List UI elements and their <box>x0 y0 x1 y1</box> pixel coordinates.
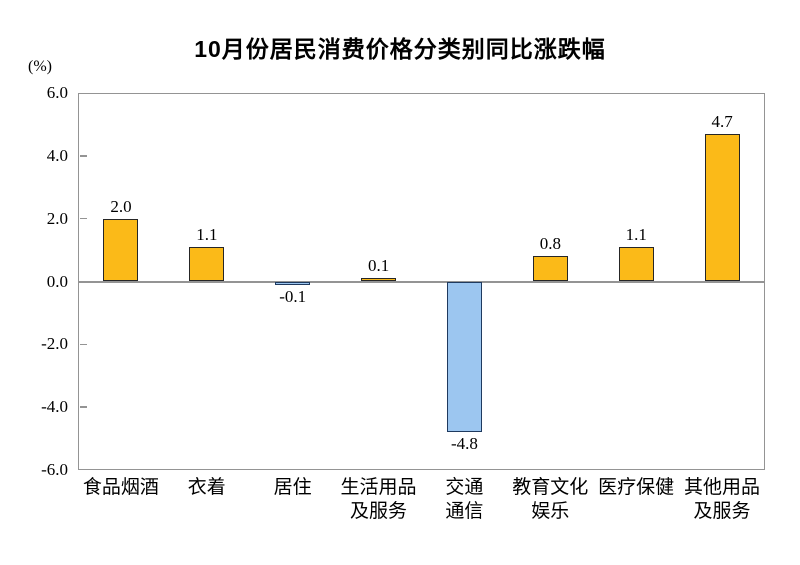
chart-title: 10月份居民消费价格分类别同比涨跌幅 <box>194 36 606 62</box>
bar-3 <box>275 281 311 285</box>
bar-8 <box>704 133 740 282</box>
y-tick-mark <box>79 155 87 157</box>
zero-axis-line <box>78 280 765 283</box>
y-tick-label: 0.0 <box>46 271 68 291</box>
bar-value-label: -0.1 <box>279 286 307 306</box>
category-label: 食品烟酒 <box>82 477 159 498</box>
bar-7 <box>618 246 654 282</box>
category-label: 衣着 <box>187 477 226 498</box>
bar-value-label: 0.8 <box>539 234 561 254</box>
category-label: 生活用品 及服务 <box>340 477 417 522</box>
bar-4 <box>361 278 397 282</box>
bar-value-label: 1.1 <box>625 224 647 244</box>
bar-value-label: -4.8 <box>450 434 478 454</box>
y-tick-label: -2.0 <box>41 334 68 354</box>
category-label: 居住 <box>273 477 312 498</box>
y-tick-label: 4.0 <box>46 145 68 165</box>
y-axis-unit-label: (%) <box>28 58 52 75</box>
bar-1 <box>103 218 139 282</box>
bar-value-label: 4.7 <box>711 111 733 131</box>
y-tick-mark <box>79 343 87 346</box>
category-label: 交通 通信 <box>445 477 484 522</box>
y-tick-mark <box>79 406 87 408</box>
y-tick-label: -4.0 <box>41 397 68 417</box>
y-tick-label: 6.0 <box>46 83 68 102</box>
y-tick-label: -6.0 <box>41 460 68 479</box>
bar-5 <box>446 281 482 433</box>
bar-value-label: 0.1 <box>367 256 390 276</box>
y-tick-label: 2.0 <box>46 208 68 228</box>
bar-value-label: 2.0 <box>110 196 132 216</box>
bar-6 <box>532 256 568 282</box>
y-tick-mark <box>79 217 87 220</box>
category-label: 医疗保健 <box>598 477 675 498</box>
bar-value-label: 1.1 <box>196 224 218 244</box>
category-label: 其他用品 及服务 <box>684 477 761 522</box>
bar-2 <box>189 246 225 282</box>
category-label: 教育文化 娱乐 <box>512 477 589 522</box>
